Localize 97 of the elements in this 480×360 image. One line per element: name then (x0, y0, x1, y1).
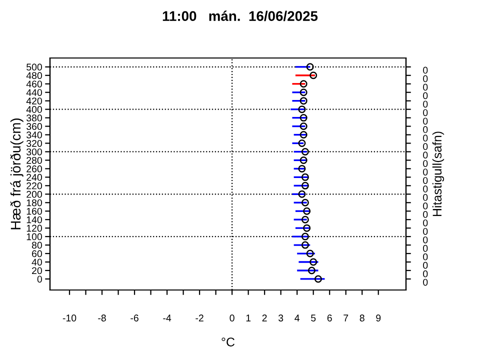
y2-axis-title: Hitastigull(safn) (432, 132, 444, 216)
x-tick-label: 7 (344, 314, 348, 322)
y-tick-label: 320 (26, 140, 42, 147)
x-tick-label: 6 (327, 314, 332, 322)
y-tick-label: 0 (37, 276, 42, 283)
text: 0 (423, 253, 428, 260)
y-tick-label: 240 (26, 174, 42, 181)
x-tick-label: -4 (163, 314, 172, 322)
point (306, 63, 314, 71)
y-tick-label: 60 (32, 250, 42, 258)
text: 0 (423, 66, 428, 74)
text: 0 (423, 278, 428, 286)
point (310, 72, 318, 80)
y-tick-label: 220 (26, 182, 42, 190)
x-tick-label: -10 (62, 314, 76, 322)
text: 0 (423, 186, 428, 192)
y-tick-label: 180 (26, 199, 42, 206)
x-tick-label: -8 (98, 314, 106, 322)
text: 0 (423, 211, 428, 218)
x-tick-label: 2 (262, 314, 267, 322)
x-tick-label: 5 (311, 314, 316, 322)
point (301, 198, 309, 206)
text: 0 (423, 109, 428, 116)
point (298, 164, 306, 172)
chart-title: 11:00 mán. 16/06/2025 (162, 10, 318, 22)
y-tick-label: 260 (26, 165, 42, 172)
x-tick-label: 0 (230, 314, 234, 322)
point (300, 114, 308, 122)
y-tick-label: 280 (26, 156, 42, 164)
y-tick-label: 40 (32, 258, 42, 266)
text: 0 (423, 194, 428, 201)
text: 0 (423, 244, 428, 252)
text: 0 (423, 270, 428, 278)
y-tick-label: 300 (26, 148, 42, 156)
point (310, 258, 318, 266)
text: 0 (423, 228, 428, 235)
y-tick-label: 140 (26, 216, 42, 224)
text: 0 (423, 100, 428, 108)
point (301, 232, 309, 240)
y-tick-label: 420 (26, 98, 42, 104)
point (300, 80, 308, 88)
text: 0 (423, 134, 428, 142)
text: 0 (423, 160, 428, 167)
point (306, 250, 314, 258)
text: 0 (423, 118, 428, 125)
y-tick-label: 200 (26, 190, 42, 198)
x-tick-label: 4 (294, 314, 300, 322)
y-axis-title: Hæð frá jörðu(cm) (10, 118, 24, 230)
x-tick-label: -6 (130, 314, 138, 322)
text: 0 (423, 262, 428, 269)
x-tick-label: -2 (196, 314, 204, 322)
x-tick-label: 9 (376, 314, 381, 322)
point (298, 106, 306, 114)
point (300, 97, 308, 105)
y-tick-label: 500 (26, 64, 42, 71)
point (301, 173, 309, 181)
x-tick-label: 8 (360, 314, 364, 322)
text: 0 (423, 202, 428, 210)
text: 0 (423, 177, 428, 184)
point (298, 190, 306, 198)
text: 0 (423, 236, 428, 244)
point (300, 131, 308, 139)
point (314, 275, 322, 283)
point (301, 182, 309, 190)
y-tick-label: 480 (26, 72, 42, 80)
y-tick-label: 20 (32, 267, 42, 274)
point (308, 266, 316, 274)
point (303, 207, 311, 215)
y-tick-label: 460 (26, 80, 42, 88)
x-tick-label: 3 (278, 314, 284, 322)
point (301, 241, 309, 249)
point (303, 224, 311, 232)
x-tick-label: 1 (246, 314, 251, 322)
text: 0 (423, 75, 428, 82)
text: 0 (423, 143, 428, 150)
y-tick-label: 160 (26, 208, 42, 215)
y-tick-label: 360 (26, 123, 42, 130)
text: 0 (423, 152, 428, 159)
text: 0 (423, 219, 428, 226)
text: 0 (423, 84, 428, 91)
point (300, 88, 308, 96)
y-tick-label: 340 (26, 132, 42, 138)
point (300, 156, 308, 164)
y-tick-label: 440 (26, 89, 42, 96)
text: 0 (423, 126, 428, 134)
y-tick-label: 120 (26, 224, 42, 232)
point (301, 216, 309, 224)
point (298, 140, 306, 147)
text: 0 (423, 92, 428, 100)
x-axis-title: °C (222, 338, 235, 346)
text: 0 (423, 168, 428, 176)
y-tick-label: 100 (26, 233, 42, 240)
point (301, 148, 309, 156)
y-tick-label: 80 (32, 242, 42, 249)
y-tick-label: 380 (26, 114, 42, 122)
y-tick-label: 400 (26, 106, 42, 113)
point (300, 122, 308, 130)
